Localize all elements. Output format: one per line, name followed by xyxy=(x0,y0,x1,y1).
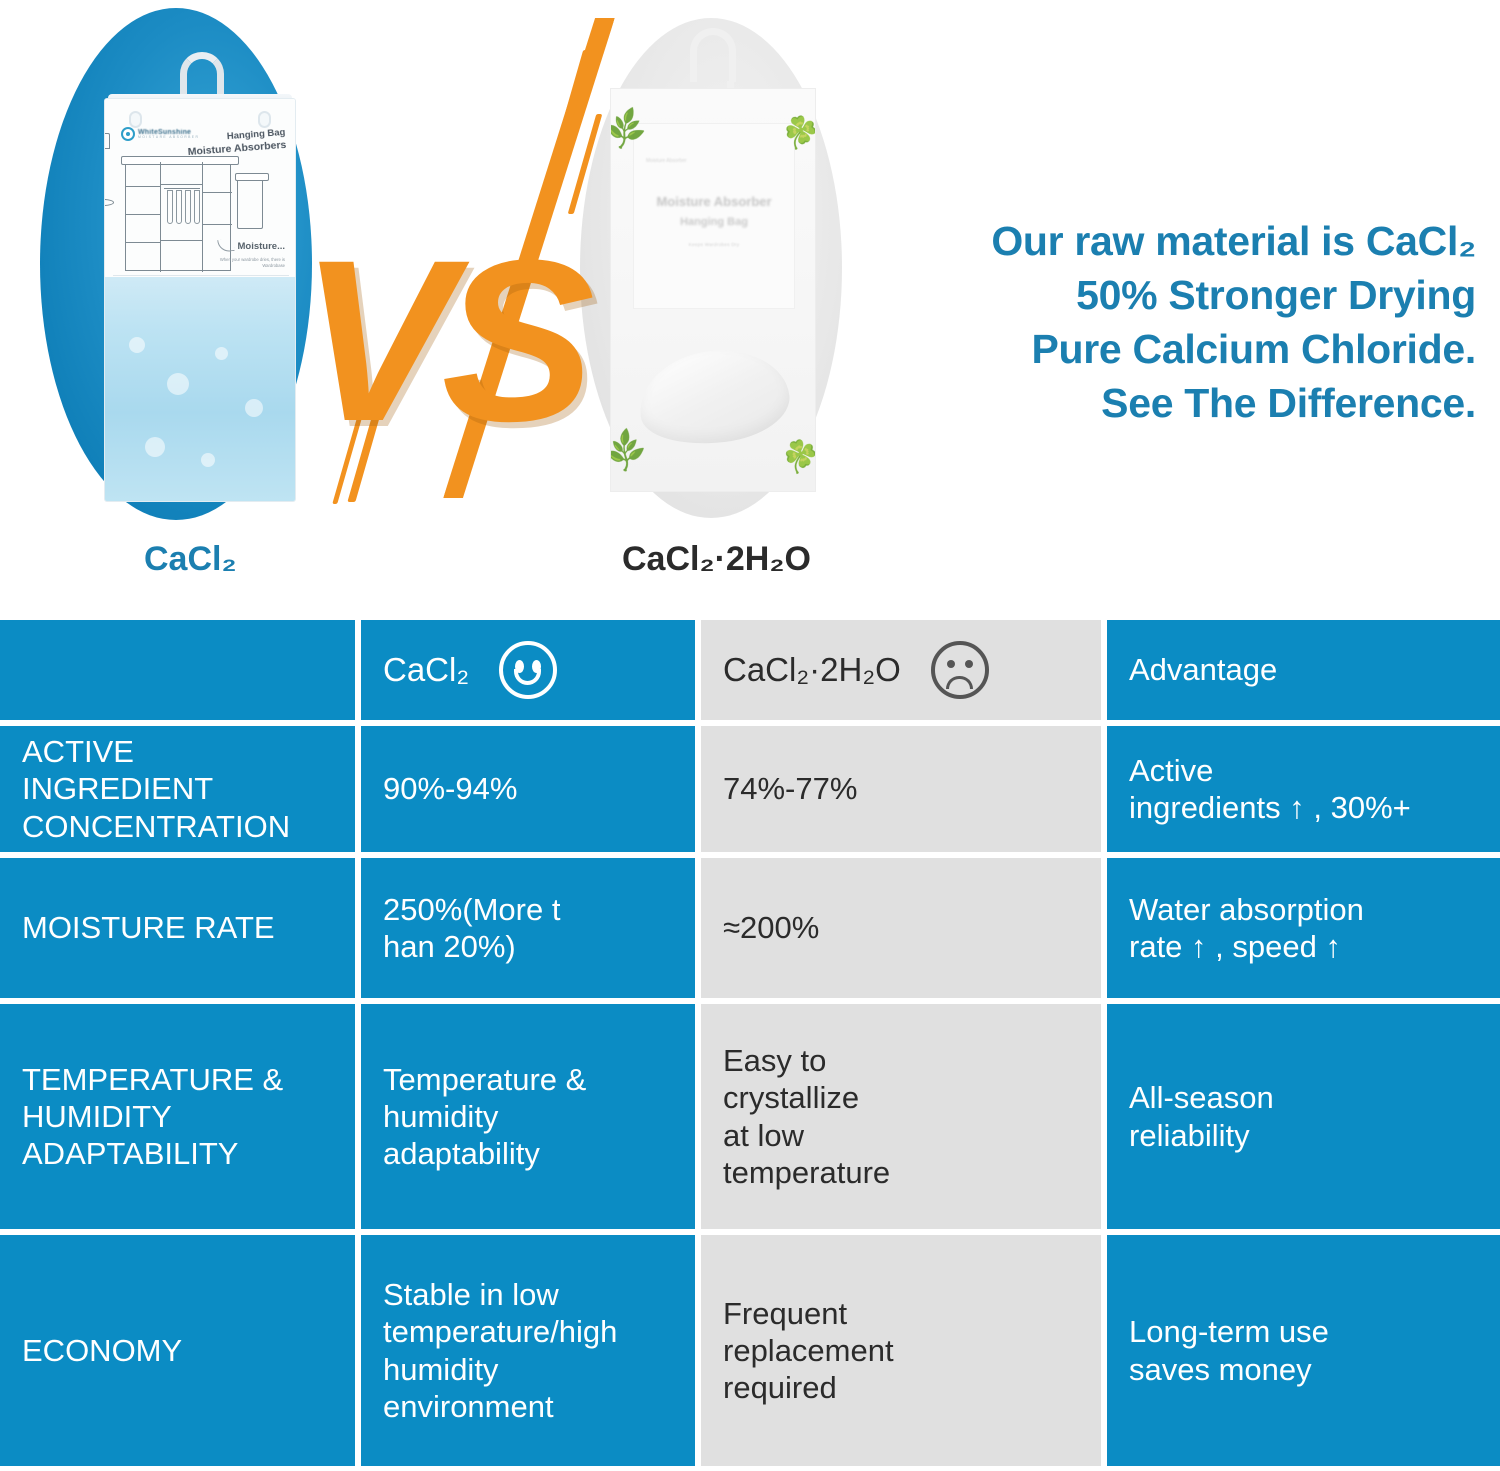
hanger-hook-icon-right xyxy=(690,28,736,115)
absorbed-liquid-area xyxy=(105,277,295,501)
headline-line-3: Pure Calcium Chloride. xyxy=(1031,326,1476,373)
right-title-line2: Hanging Bag xyxy=(680,216,748,228)
comparison-table: CaCl₂ CaCl₂·2H₂O Advantage ACTIVE INGRED… xyxy=(0,620,1500,1471)
right-brand-small: Moisture Absorber xyxy=(646,158,687,164)
floor-lamp-illustration xyxy=(105,133,114,211)
punch-hole-left-icon xyxy=(129,111,142,128)
right-tiny-line: Keeps Wardrobes Dry xyxy=(688,242,740,247)
moisture-subtext: When your wardrobe dries, there is Wardr… xyxy=(219,257,285,269)
row-feature-label: ACTIVE INGREDIENT CONCENTRATION xyxy=(0,726,355,852)
row-hydrate-value: ≈200% xyxy=(701,858,1101,998)
brand-name: WhiteSunshine xyxy=(138,128,192,136)
left-product-package: WhiteSunshine MOISTURE ABSORBER Hanging … xyxy=(102,52,298,502)
table-row: TEMPERATURE & HUMIDITY ADAPTABILITY Temp… xyxy=(0,1004,1500,1229)
row-feature-label: TEMPERATURE & HUMIDITY ADAPTABILITY xyxy=(0,1004,355,1229)
brand-logo: WhiteSunshine MOISTURE ABSORBER xyxy=(121,127,199,141)
caption-right-product: CaCl₂·2H₂O xyxy=(622,540,811,578)
brand-subtitle: MOISTURE ABSORBER xyxy=(138,134,200,139)
row-advantage-value: Long-term use saves money xyxy=(1107,1235,1500,1466)
right-title-line1: Moisture Absorber xyxy=(656,194,772,209)
row-feature-label: MOISTURE RATE xyxy=(0,858,355,998)
header-cell-feature xyxy=(0,620,355,720)
hero-headline: Our raw material is CaCl₂ 50% Stronger D… xyxy=(852,214,1476,430)
table-row: ECONOMY Stable in low temperature/high h… xyxy=(0,1235,1500,1466)
storage-bin-illustration xyxy=(235,173,269,229)
punch-hole-right-icon xyxy=(258,111,271,128)
versus-label: VS xyxy=(300,212,595,469)
row-cacl2-value: Temperature & humidity adaptability xyxy=(361,1004,695,1229)
caption-left-product: CaCl₂ xyxy=(144,540,237,578)
row-cacl2-value: 250%(More t han 20%) xyxy=(361,858,695,998)
row-advantage-value: All-season reliability xyxy=(1107,1004,1500,1229)
moisture-callout: Moisture... xyxy=(217,237,285,254)
hero-section: WhiteSunshine MOISTURE ABSORBER Hanging … xyxy=(0,0,1500,612)
headline-line-2: 50% Stronger Drying xyxy=(1076,272,1476,319)
versus-graphic: VS xyxy=(300,56,600,526)
row-advantage-value: Active ingredients ↑ , 30%+ xyxy=(1107,726,1500,852)
right-product-package: Moisture Absorber Moisture Absorber Hang… xyxy=(598,28,826,498)
row-cacl2-value: Stable in low temperature/high humidity … xyxy=(361,1235,695,1466)
header-label-cacl2: CaCl₂ xyxy=(383,651,470,689)
package-label-right: Moisture Absorber Moisture Absorber Hang… xyxy=(633,123,795,309)
row-hydrate-value: 74%-77% xyxy=(701,726,1101,852)
row-hydrate-value: Easy to crystallize at low temperature xyxy=(701,1004,1101,1229)
brand-mark-icon xyxy=(121,127,135,141)
table-row: MOISTURE RATE 250%(More t han 20%) ≈200%… xyxy=(0,858,1500,998)
table-header-row: CaCl₂ CaCl₂·2H₂O Advantage xyxy=(0,620,1500,720)
package-body: WhiteSunshine MOISTURE ABSORBER Hanging … xyxy=(104,98,296,502)
crystallized-water-blob xyxy=(633,342,795,452)
sad-face-icon xyxy=(930,641,989,699)
leaf-decoration-icon-4: 🍀 xyxy=(774,434,816,481)
table-row: ACTIVE INGREDIENT CONCENTRATION 90%-94% … xyxy=(0,726,1500,852)
smiley-face-icon xyxy=(499,641,558,699)
header-cell-hydrate: CaCl₂·2H₂O xyxy=(701,620,1101,720)
package-body-right: Moisture Absorber Moisture Absorber Hang… xyxy=(610,88,816,492)
row-cacl2-value: 90%-94% xyxy=(361,726,695,852)
wardrobe-illustration xyxy=(121,156,239,272)
row-feature-label: ECONOMY xyxy=(0,1235,355,1466)
header-cell-advantage: Advantage xyxy=(1107,620,1500,720)
moisture-word: Moisture... xyxy=(237,241,285,252)
package-label-area xyxy=(105,99,295,277)
header-cell-cacl2: CaCl₂ xyxy=(361,620,695,720)
leaf-decoration-icon-3: 🌿 xyxy=(610,426,651,477)
row-hydrate-value: Frequent replacement required xyxy=(701,1235,1101,1466)
header-label-hydrate: CaCl₂·2H₂O xyxy=(723,651,901,689)
row-advantage-value: Water absorption rate ↑ , speed ↑ xyxy=(1107,858,1500,998)
swoosh-icon xyxy=(217,237,236,254)
headline-line-4: See The Difference. xyxy=(1101,380,1476,427)
headline-line-1: Our raw material is CaCl₂ xyxy=(991,218,1476,264)
